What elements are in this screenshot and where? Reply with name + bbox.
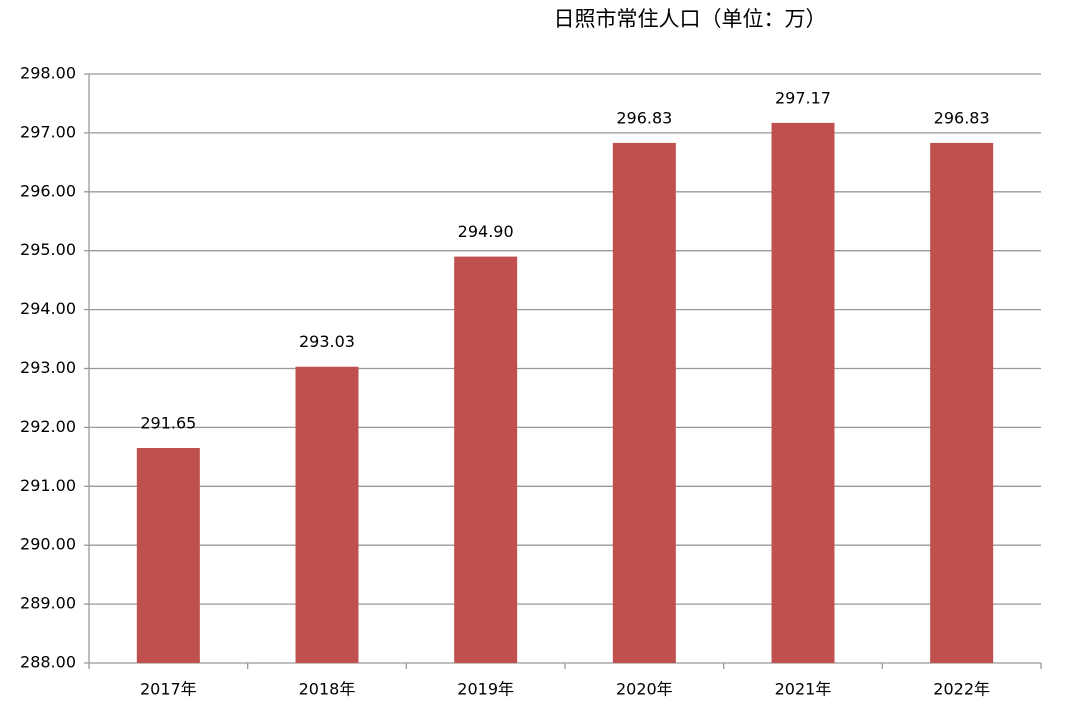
value-label: 296.83 — [616, 108, 672, 127]
y-tick-label: 298.00 — [20, 64, 76, 83]
value-label: 296.83 — [934, 108, 990, 127]
x-tick-label: 2020年 — [616, 680, 673, 699]
y-tick-label: 295.00 — [20, 240, 76, 259]
y-tick-label: 289.00 — [20, 594, 76, 613]
value-label: 294.90 — [458, 222, 514, 241]
y-tick-label: 291.00 — [20, 476, 76, 495]
value-label: 293.03 — [299, 332, 355, 351]
y-tick-label: 293.00 — [20, 358, 76, 377]
x-tick-label: 2019年 — [457, 680, 514, 699]
x-tick-label: 2017年 — [140, 680, 197, 699]
y-tick-label: 290.00 — [20, 535, 76, 554]
x-tick-label: 2021年 — [775, 680, 832, 699]
y-tick-label: 294.00 — [20, 299, 76, 318]
y-tick-label: 297.00 — [20, 122, 76, 141]
x-tick-label: 2022年 — [933, 680, 990, 699]
bar — [612, 142, 676, 664]
x-tick-label: 2018年 — [299, 680, 356, 699]
y-tick-label: 288.00 — [20, 653, 76, 672]
value-label: 297.17 — [775, 88, 831, 107]
bar — [454, 256, 518, 663]
bar — [295, 366, 359, 663]
y-tick-label: 292.00 — [20, 417, 76, 436]
y-tick-label: 296.00 — [20, 181, 76, 200]
bar — [930, 142, 994, 664]
bar — [771, 122, 835, 663]
bar — [136, 448, 200, 663]
value-label: 291.65 — [140, 414, 196, 433]
chart-title: 日照市常住人口（单位：万） — [554, 7, 827, 31]
